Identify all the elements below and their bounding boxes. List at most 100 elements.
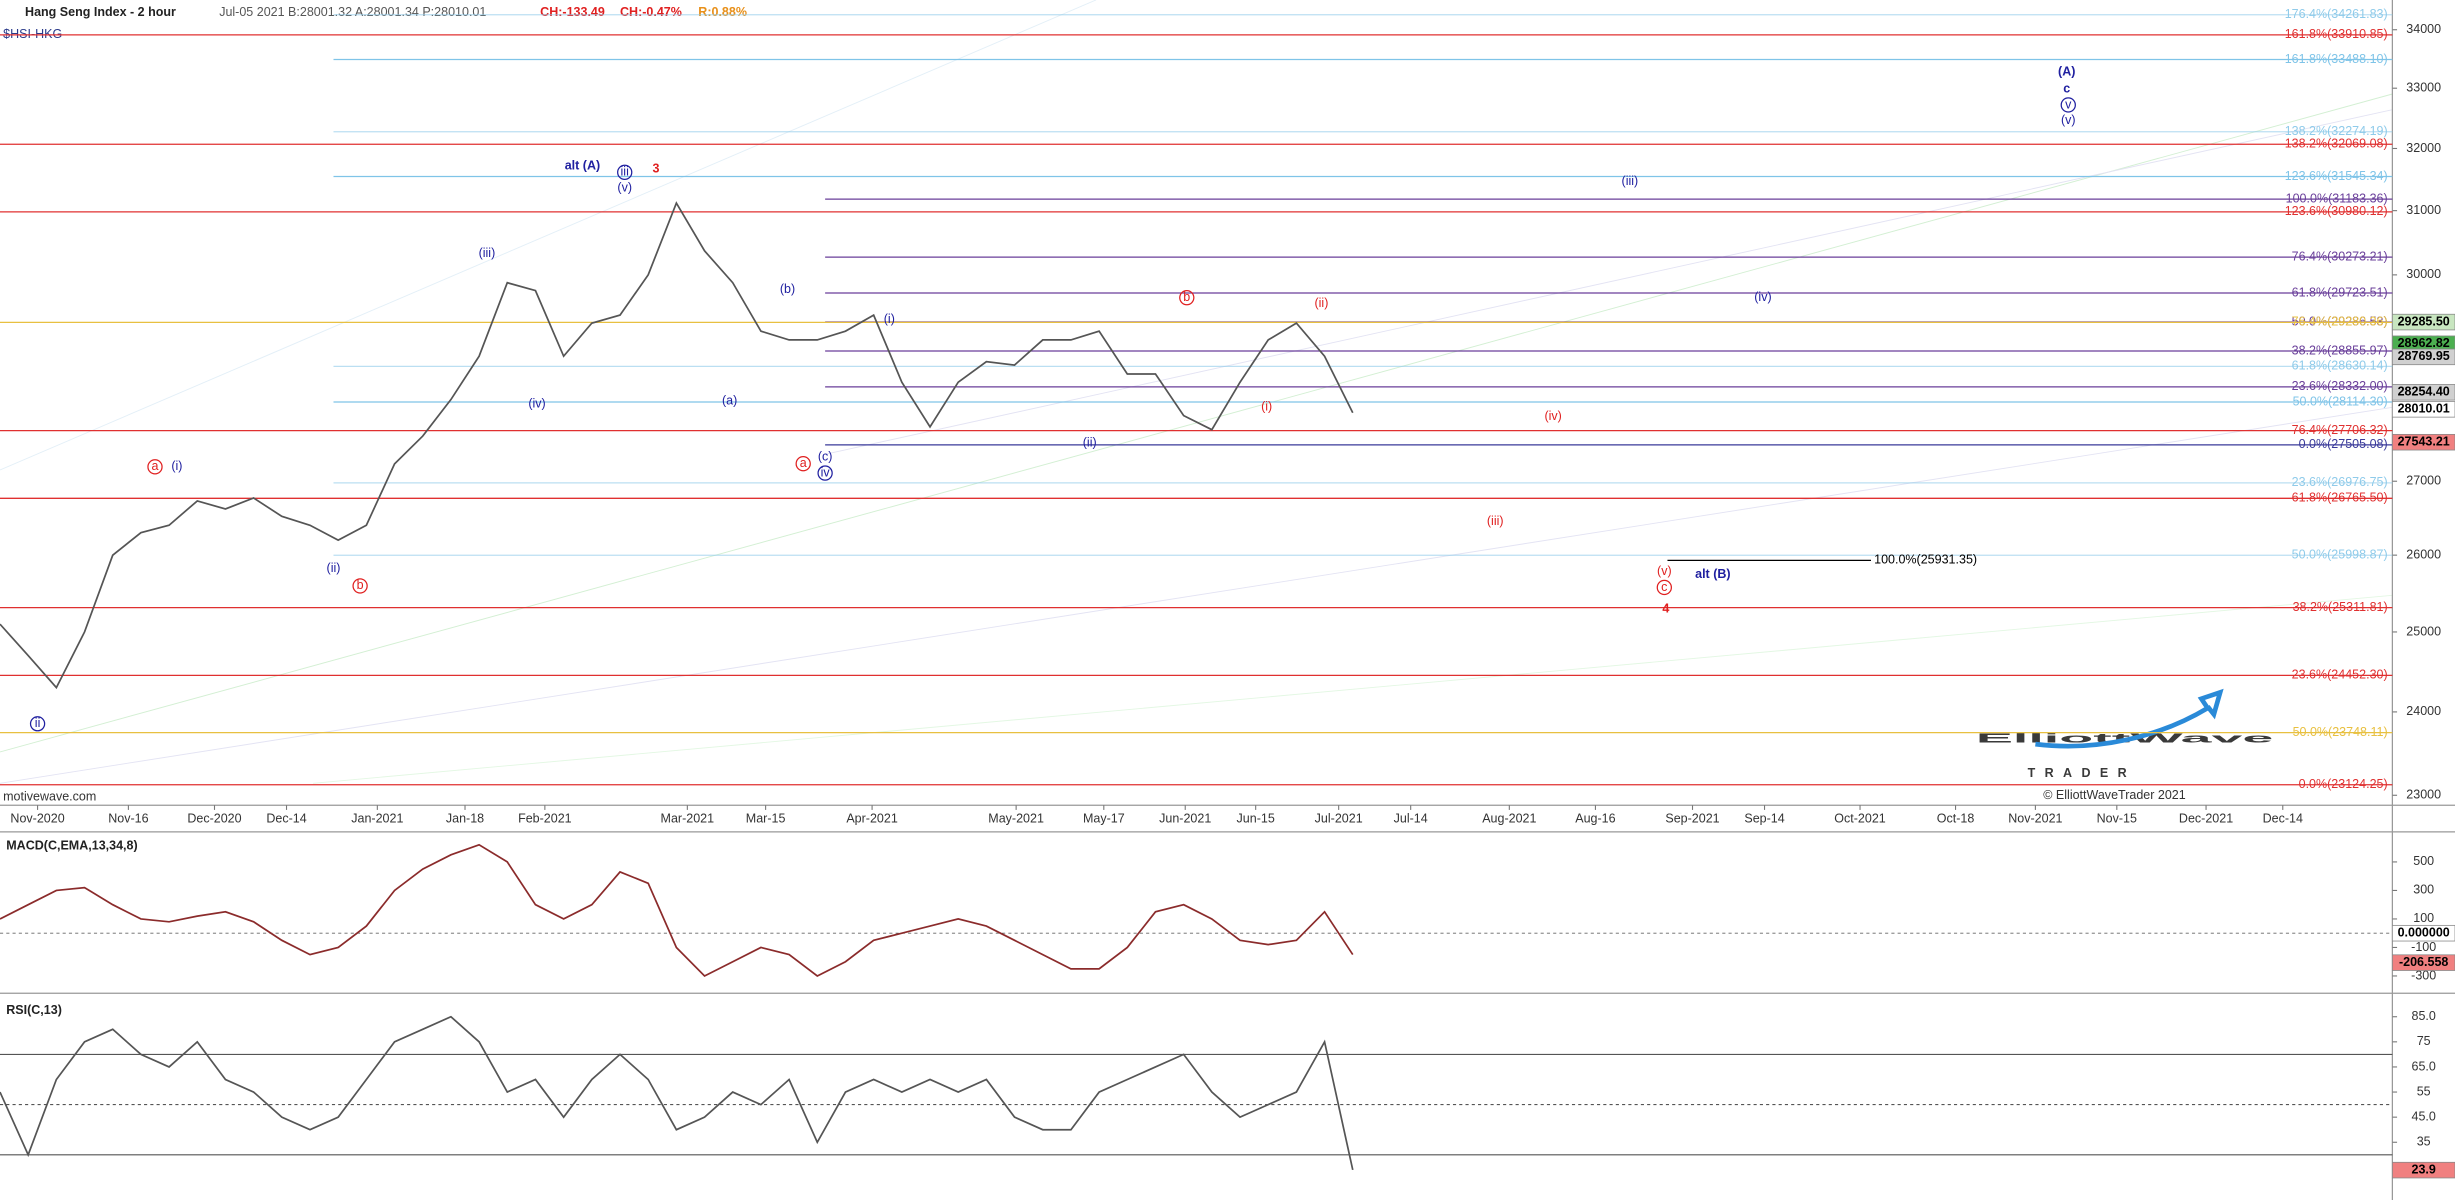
fib-label: 50.0%(29286.53): [2292, 314, 2388, 328]
y-tick-label: 85.0: [2412, 1009, 2436, 1023]
x-tick-label: Jun-15: [1237, 812, 1275, 826]
fib-label: 100.0%(31183.36): [2286, 191, 2388, 205]
wave-label: alt (A): [565, 158, 600, 172]
wave-circle: [352, 578, 368, 594]
x-tick-label: Mar-15: [746, 812, 786, 826]
wave-label: iv: [821, 465, 831, 479]
wave-circle: [29, 716, 46, 732]
wave-label: c: [1661, 580, 1667, 594]
wave-label: b: [1183, 290, 1190, 304]
fan-line: [0, 406, 2393, 784]
wave-label: 3: [653, 162, 660, 176]
fib-label: 176.4%(34261.83): [2285, 7, 2388, 21]
fib-label: 161.8%(33488.10): [2285, 52, 2388, 66]
y-tick-label: 26000: [2406, 547, 2441, 561]
x-tick-label: Nov-2020: [10, 812, 64, 826]
y-tick-label: 500: [2413, 854, 2434, 868]
fib-label: 0.0%(23124.25): [2299, 777, 2388, 791]
fib-label: 123.6%(31545.34): [2285, 169, 2388, 183]
y-tick-label: 23000: [2406, 788, 2441, 802]
price-marker-label: 0.000000: [2398, 926, 2450, 940]
price-marker: [2391, 384, 2455, 401]
fib-label: 0.0%(27505.08): [2299, 437, 2388, 451]
x-tick-label: Sep-14: [1744, 812, 1784, 826]
y-tick-label: -300: [2411, 968, 2436, 982]
wave-label: iii: [621, 165, 629, 179]
x-tick-label: May-17: [1083, 812, 1125, 826]
x-tick-label: Nov-2021: [2008, 812, 2062, 826]
quote: Jul-05 2021 B:28001.32 A:28001.34 P:2801…: [219, 5, 486, 19]
wave-circle: [2060, 97, 2076, 113]
y-tick-label: 27000: [2406, 474, 2441, 488]
wave-label: (iv): [528, 396, 545, 410]
price-marker-label: 28254.40: [2398, 385, 2450, 399]
source: motivewave.com: [3, 790, 96, 804]
y-tick-label: 33000: [2406, 81, 2441, 95]
fib-label: 23.6%(28332.00): [2292, 379, 2388, 393]
x-tick-label: Aug-2021: [1482, 812, 1536, 826]
fan-line: [0, 0, 1097, 471]
price-marker: [2391, 401, 2455, 418]
change-pct: CH:-0.47%: [620, 5, 682, 19]
x-tick-label: Oct-2021: [1834, 812, 1886, 826]
y-tick-label: 55: [2417, 1084, 2431, 1098]
wave-label: (A): [2058, 64, 2075, 78]
wave-label: (i): [171, 459, 182, 473]
x-tick-label: Sep-2021: [1665, 812, 1719, 826]
fib-label: 61.8%(29723.51): [2292, 285, 2388, 299]
fib-label: 76.4%(27706.32): [2292, 423, 2388, 437]
fan-lines: [0, 0, 2393, 784]
wave-label: (iii): [479, 246, 496, 260]
y-tick-label: 31000: [2406, 203, 2441, 217]
y-tick-label: 100: [2413, 911, 2434, 925]
chart-title: Hang Seng Index - 2 hour: [25, 5, 176, 19]
fib-label: 61.8%(26765.50): [2292, 491, 2388, 505]
y-tick-label: 24000: [2406, 704, 2441, 718]
range: R:0.88%: [698, 5, 747, 19]
symbol: $HSI-HKG: [3, 27, 62, 41]
fib-label: 38.2%(28855.97): [2292, 343, 2388, 357]
price-marker-label: 28962.82: [2398, 336, 2450, 350]
wave-label: (i): [884, 312, 895, 326]
fan-line: [825, 109, 2393, 455]
price-marker-label: 23.9: [2412, 1162, 2436, 1176]
fib-label: 50.0%(23748.11): [2293, 725, 2388, 739]
wave-label: (v): [617, 180, 632, 194]
fan-line: [0, 93, 2393, 753]
x-tick-label: Aug-16: [1575, 812, 1615, 826]
y-tick-label: 300: [2413, 883, 2434, 897]
wave-label: (v): [1657, 564, 1672, 578]
fib-label: 23.6%(26976.75): [2292, 475, 2388, 489]
fan-line: [313, 594, 2393, 784]
x-tick-label: Dec-2021: [2179, 812, 2233, 826]
x-tick-label: Jan-18: [446, 812, 484, 826]
wave-label: alt (B): [1695, 567, 1730, 581]
price-marker: [2391, 313, 2455, 331]
copyright: © ElliottWaveTrader 2021: [2043, 788, 2186, 802]
x-tick-label: Jul-14: [1394, 812, 1428, 826]
y-tick-label: 75: [2417, 1034, 2431, 1048]
y-tick-label: 45.0: [2412, 1109, 2436, 1123]
y-tick-label: 34000: [2406, 22, 2441, 36]
y-tick-label: 32000: [2406, 141, 2441, 155]
indicator-title: RSI(C,13): [6, 1003, 62, 1017]
x-tick-label: Dec-2020: [187, 812, 241, 826]
wave-label: (a): [722, 393, 737, 407]
price-marker-label: 28769.95: [2398, 349, 2450, 363]
wave-label: ii: [35, 716, 41, 730]
wave-label: (v): [2061, 113, 2076, 127]
x-tick-label: Apr-2021: [846, 812, 898, 826]
price-marker-label: -206.558: [2399, 955, 2448, 969]
fib-label: 50.0%(25998.87): [2292, 548, 2388, 562]
wave-label: v: [2065, 97, 2072, 111]
wave-label: (b): [780, 282, 795, 296]
x-tick-label: Jul-2021: [1315, 812, 1363, 826]
x-tick-label: Dec-14: [266, 812, 306, 826]
x-tick-label: Nov-16: [108, 812, 148, 826]
wave-label: b: [357, 578, 364, 592]
x-tick-label: Dec-14: [2263, 812, 2303, 826]
price-marker: [2391, 954, 2455, 971]
price-marker: [2391, 1161, 2455, 1179]
